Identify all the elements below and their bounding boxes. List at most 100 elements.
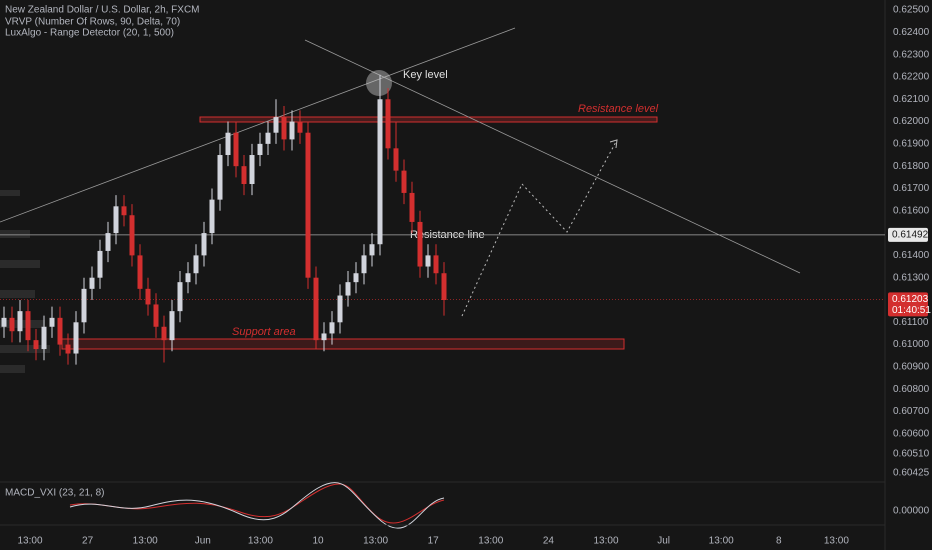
candle-body	[169, 311, 175, 341]
candle-body	[209, 199, 215, 234]
y-tick-label: 0.60900	[893, 362, 930, 373]
y-tick-label: 0.61700	[893, 183, 930, 194]
candle-body	[65, 344, 71, 354]
last-price-box	[888, 292, 928, 317]
candle-body	[185, 273, 191, 283]
candle-body	[17, 311, 23, 332]
y-tick-label: 0.60800	[893, 384, 930, 395]
y-tick-label: 0.62300	[893, 49, 930, 60]
candle-body	[393, 148, 399, 171]
candle-body	[337, 295, 343, 323]
x-tick-label: 17	[428, 536, 440, 547]
candle-body	[25, 311, 31, 341]
x-tick-label: 13:00	[133, 536, 158, 547]
candle-body	[377, 99, 383, 245]
candle-body	[49, 317, 55, 327]
candle-body	[33, 340, 39, 350]
y-tick-label: 0.62400	[893, 27, 930, 38]
candle-body	[105, 233, 111, 251]
arrow-head	[609, 139, 618, 149]
candle-body	[97, 250, 103, 278]
candle-body	[417, 221, 423, 267]
y-tick-label: 0.62200	[893, 72, 930, 83]
candle-body	[297, 121, 303, 133]
y-tick-label: 0.62500	[893, 5, 930, 16]
macd-signal	[69, 483, 445, 524]
x-tick-label: 10	[312, 536, 324, 547]
y-tick-label: 0.62100	[893, 94, 930, 105]
candle-body	[113, 206, 119, 234]
candle-body	[401, 170, 407, 193]
candle-body	[441, 273, 447, 300]
candle-body	[329, 322, 335, 334]
y-tick-label: 0.60600	[893, 428, 930, 439]
macd-line	[69, 482, 445, 529]
y-tick-label: 0.61900	[893, 139, 930, 150]
candle-body	[281, 117, 287, 140]
last-price-label: 0.61203	[892, 294, 929, 305]
indicator-label: LuxAlgo - Range Detector (20, 1, 500)	[5, 28, 174, 39]
y-tick-label: 0.60510	[893, 449, 930, 460]
candle-body	[361, 255, 367, 274]
candle-body	[201, 233, 207, 256]
price-label-box	[888, 227, 928, 242]
macd-axis-label: 0.00000	[893, 506, 930, 517]
candle-body	[289, 121, 295, 140]
x-tick-label: 13:00	[17, 536, 42, 547]
key-circle	[366, 70, 392, 96]
candle-body	[73, 322, 79, 354]
candle-body	[241, 166, 247, 185]
candle-body	[89, 277, 95, 289]
annotation: Key level	[403, 69, 448, 81]
candle-body	[57, 317, 63, 345]
candle-body	[385, 99, 391, 149]
candle-body	[217, 155, 223, 200]
candle-body	[353, 273, 359, 283]
x-tick-label: 13:00	[824, 536, 849, 547]
trend-line	[304, 39, 801, 274]
candle-body	[121, 206, 127, 216]
candle-body	[249, 155, 255, 185]
countdown-label: 01:40:51	[892, 305, 931, 316]
x-tick-label: 24	[543, 536, 555, 547]
candle-body	[145, 288, 151, 305]
candle-body	[161, 326, 167, 341]
price-label: 0.61492	[892, 230, 929, 241]
indicator-label: VRVP (Number Of Rows, 90, Delta, 70)	[5, 17, 180, 28]
x-tick-label: 13:00	[709, 536, 734, 547]
y-tick-label: 0.61100	[893, 317, 929, 328]
x-tick-label: 13:00	[478, 536, 503, 547]
resistance-box	[199, 116, 658, 123]
chart-title: New Zealand Dollar / U.S. Dollar, 2h, FX…	[5, 5, 200, 16]
candle-body	[177, 282, 183, 312]
candle-body	[305, 132, 311, 278]
candle-body	[369, 244, 375, 256]
candle-body	[193, 255, 199, 274]
candle-body	[345, 282, 351, 296]
x-tick-label: 13:00	[248, 536, 273, 547]
x-tick-label: 8	[776, 536, 782, 547]
y-tick-label: 0.61600	[893, 205, 930, 216]
candle-body	[41, 326, 47, 350]
candle-body	[257, 143, 263, 156]
candle-body	[1, 317, 7, 327]
y-tick-label: 0.60700	[893, 406, 930, 417]
candle-body	[225, 132, 231, 156]
candle-body	[409, 192, 415, 222]
x-tick-label: 13:00	[593, 536, 618, 547]
candle-body	[425, 255, 431, 267]
candle-body	[321, 333, 327, 341]
macd-label: MACD_VXI (23, 21, 8)	[5, 488, 104, 499]
candle-body	[273, 117, 279, 133]
trend-line	[0, 27, 516, 223]
x-tick-label: 27	[82, 536, 94, 547]
y-tick-label: 0.61300	[893, 272, 930, 283]
x-tick-label: Jun	[195, 536, 211, 547]
candle-body	[137, 255, 143, 289]
candle-body	[265, 132, 271, 144]
x-tick-label: 13:00	[363, 536, 388, 547]
candle-body	[81, 288, 87, 323]
candle-body	[233, 132, 239, 167]
annotation: Support area	[232, 326, 296, 338]
